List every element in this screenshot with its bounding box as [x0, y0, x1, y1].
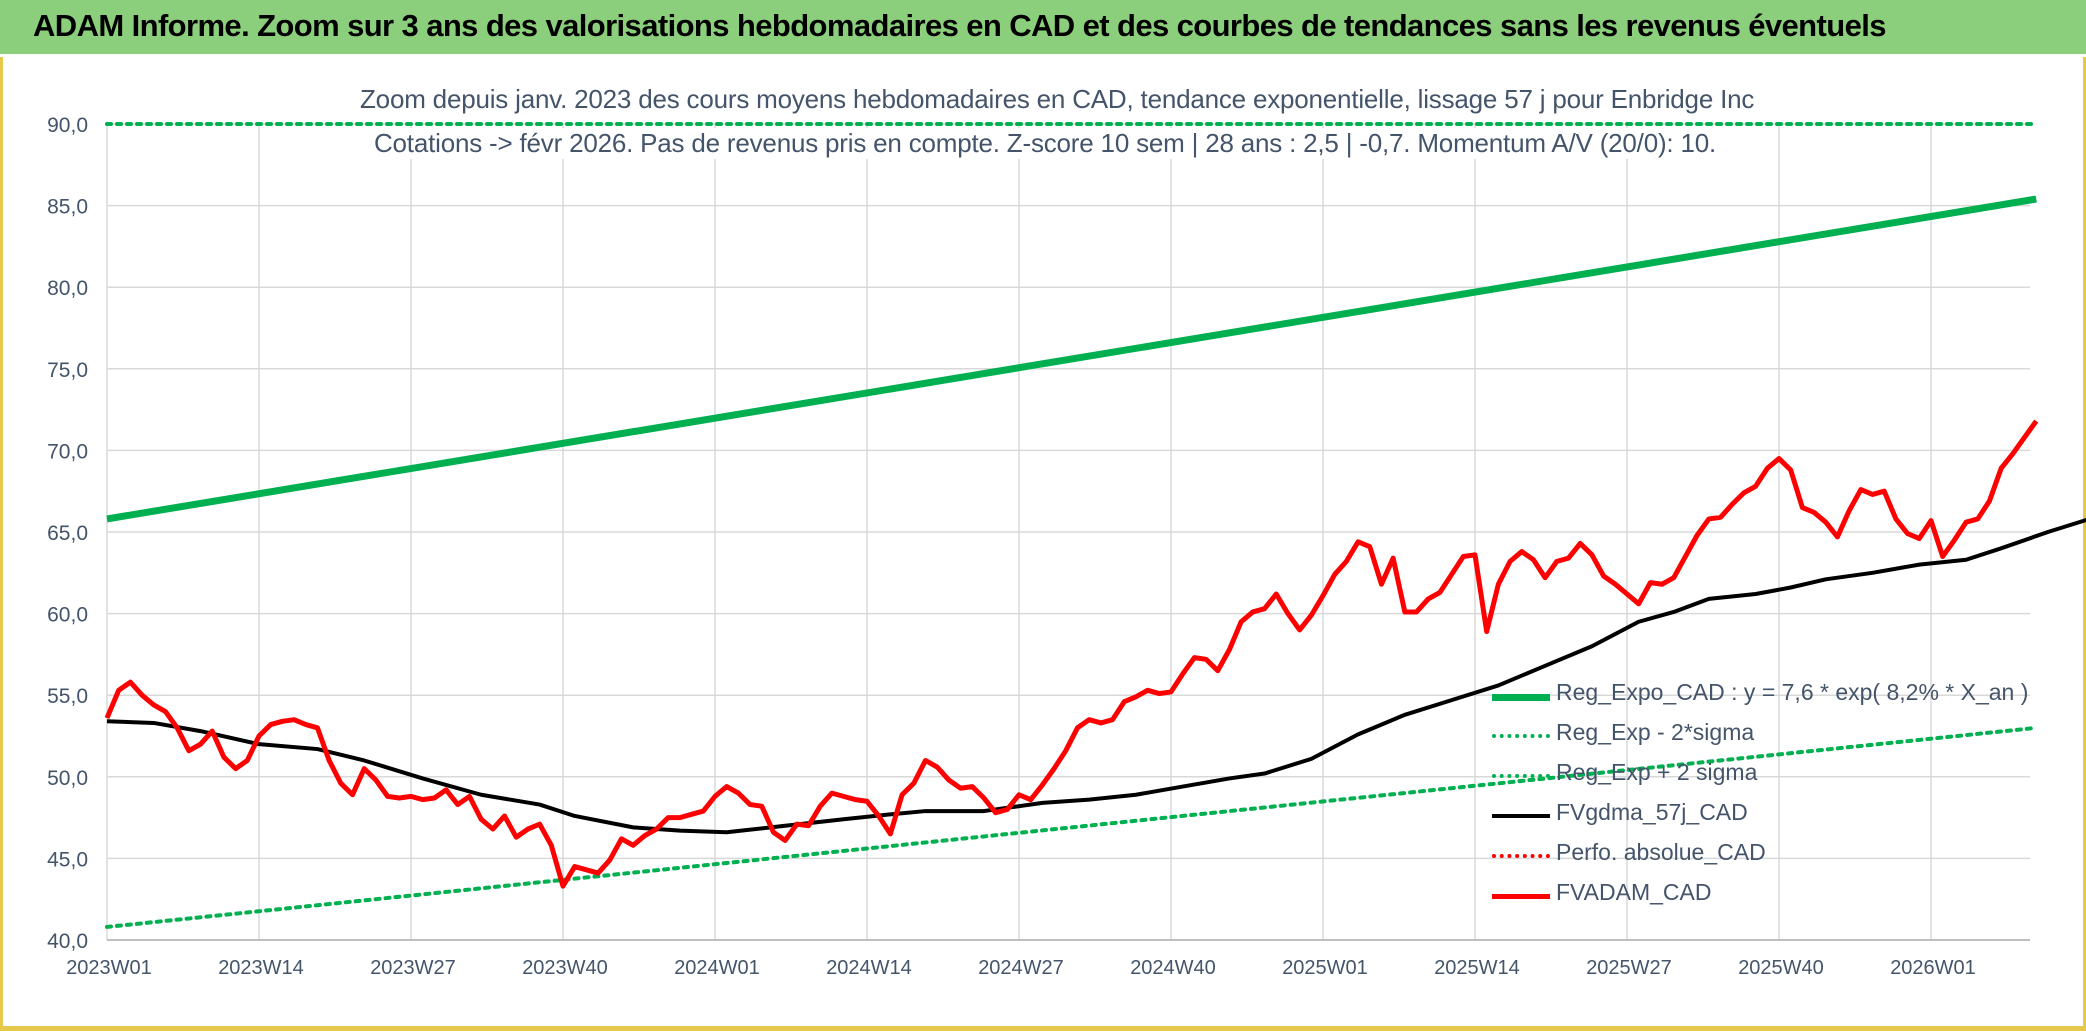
legend-label: Reg_Expo_CAD : y = 7,6 * exp( 8,2% * X_a… [1556, 679, 2029, 705]
legend-item: Reg_Exp - 2*sigma [1488, 716, 2048, 756]
x-tick-label: 2024W14 [826, 957, 912, 979]
legend-label: FVADAM_CAD [1556, 879, 1712, 905]
line-chart: 40,0 45,0 50,0 55,0 60,0 65,0 70,0 75,0 80,0 85,0… [47, 114, 2086, 979]
header-bar: ADAM Informe. Zoom sur 3 ans des valoris… [0, 0, 2086, 57]
x-tick-label: 2023W14 [218, 957, 304, 979]
chart-title-line-2: Cotations -> févr 2026. Pas de revenus p… [360, 128, 1730, 159]
legend-swatch [1492, 694, 1550, 701]
legend-label: Reg_Exp - 2*sigma [1556, 719, 1755, 745]
y-tick-label: 65,0 [47, 522, 88, 545]
x-tick-label: 2025W01 [1282, 957, 1368, 979]
legend-item: Perfo. absolue_CAD [1488, 836, 2048, 876]
y-tick-label: 40,0 [47, 930, 88, 953]
legend-item: Reg_Expo_CAD : y = 7,6 * exp( 8,2% * X_a… [1488, 676, 2048, 716]
y-tick-label: 45,0 [47, 848, 88, 871]
y-tick-label: 90,0 [47, 114, 88, 137]
x-tick-label: 2024W01 [674, 957, 760, 979]
chart-title-line-1: Zoom depuis janv. 2023 des cours moyens … [360, 84, 1755, 115]
y-tick-label: 70,0 [47, 440, 88, 463]
series-line-1 [105, 725, 2039, 929]
x-tick-label: 2026W01 [1890, 957, 1976, 979]
chart-legend: Reg_Expo_CAD : y = 7,6 * exp( 8,2% * X_a… [1488, 676, 2048, 916]
legend-swatch [1492, 734, 1550, 738]
legend-swatch [1492, 854, 1550, 858]
legend-label: Reg_Exp + 2 sigma [1556, 759, 1758, 785]
report-title: ADAM Informe. Zoom sur 3 ans des valoris… [33, 8, 1886, 43]
y-tick-label: 75,0 [47, 359, 88, 382]
y-tick-label: 50,0 [47, 767, 88, 790]
series-line-5 [104, 419, 2039, 889]
legend-item: FVADAM_CAD [1488, 876, 2048, 916]
legend-label: Perfo. absolue_CAD [1556, 839, 1766, 865]
legend-swatch [1492, 814, 1550, 818]
x-tick-label: 2025W14 [1434, 957, 1520, 979]
y-tick-label: 55,0 [47, 685, 88, 708]
legend-item: FVgdma_57j_CAD [1488, 796, 2048, 836]
legend-swatch [1492, 894, 1550, 899]
y-tick-label: 85,0 [47, 196, 88, 219]
x-tick-label: 2023W40 [522, 957, 608, 979]
series-line-3 [106, 517, 2086, 835]
y-tick-label: 80,0 [47, 277, 88, 300]
x-tick-label: 2024W40 [1130, 957, 1216, 979]
x-tick-label: 2025W27 [1586, 957, 1672, 979]
x-tick-label: 2024W27 [978, 957, 1064, 979]
legend-label: FVgdma_57j_CAD [1556, 799, 1748, 825]
legend-item: Reg_Exp + 2 sigma [1488, 756, 2048, 796]
y-tick-label: 60,0 [47, 604, 88, 627]
x-tick-label: 2023W27 [370, 957, 456, 979]
series-line-0 [106, 195, 2037, 523]
bottom-border [0, 1026, 2086, 1031]
x-tick-label: 2023W01 [66, 957, 152, 979]
legend-swatch [1492, 774, 1550, 778]
x-tick-label: 2025W40 [1738, 957, 1824, 979]
